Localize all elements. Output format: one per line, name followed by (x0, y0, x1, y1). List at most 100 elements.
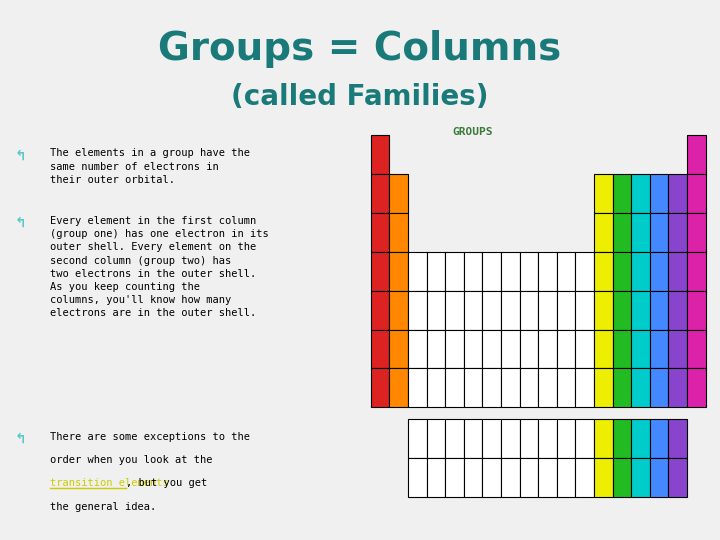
Bar (520, 419, 539, 458)
Text: There are some exceptions to the: There are some exceptions to the (50, 432, 251, 442)
Bar (668, 368, 687, 407)
Bar (501, 329, 520, 368)
Text: GROUPS: GROUPS (453, 127, 493, 137)
Bar (390, 174, 408, 213)
Bar (650, 368, 668, 407)
Bar (650, 252, 668, 291)
Bar (390, 213, 408, 252)
Bar (539, 329, 557, 368)
Bar (650, 329, 668, 368)
Bar (371, 135, 390, 174)
Bar (482, 458, 501, 497)
Text: Every element in the first column
(group one) has one electron in its
outer shel: Every element in the first column (group… (50, 216, 269, 319)
Bar (631, 174, 650, 213)
Bar (501, 458, 520, 497)
Bar (482, 329, 501, 368)
Bar (668, 252, 687, 291)
Bar (668, 213, 687, 252)
Bar (613, 368, 631, 407)
Bar (631, 291, 650, 329)
Bar (575, 368, 594, 407)
Bar (482, 291, 501, 329)
Bar (575, 458, 594, 497)
Bar (594, 291, 613, 329)
Bar (631, 458, 650, 497)
Bar (426, 458, 445, 497)
Bar (631, 329, 650, 368)
Bar (426, 291, 445, 329)
Bar (520, 458, 539, 497)
Bar (613, 329, 631, 368)
Text: ↰: ↰ (14, 216, 26, 230)
Bar (464, 419, 482, 458)
Bar (687, 213, 706, 252)
Bar (613, 213, 631, 252)
Bar (668, 174, 687, 213)
Bar (594, 329, 613, 368)
Bar (631, 419, 650, 458)
Bar (557, 368, 575, 407)
Bar (445, 368, 464, 407)
Bar (482, 368, 501, 407)
Text: ↰: ↰ (14, 432, 26, 446)
Bar (668, 329, 687, 368)
Bar (390, 291, 408, 329)
Bar (426, 329, 445, 368)
Bar (557, 291, 575, 329)
Bar (613, 174, 631, 213)
Text: (called Families): (called Families) (231, 83, 489, 111)
Bar (408, 252, 426, 291)
Bar (687, 252, 706, 291)
Bar (687, 135, 706, 174)
Bar (539, 252, 557, 291)
Bar (613, 291, 631, 329)
Text: , but you get: , but you get (125, 478, 207, 489)
Bar (539, 291, 557, 329)
Bar (408, 329, 426, 368)
Bar (445, 458, 464, 497)
Bar (520, 291, 539, 329)
Bar (613, 252, 631, 291)
Bar (390, 252, 408, 291)
Text: ↰: ↰ (14, 148, 26, 163)
Bar (594, 458, 613, 497)
Bar (687, 329, 706, 368)
Bar (687, 174, 706, 213)
Bar (575, 291, 594, 329)
Bar (408, 368, 426, 407)
Bar (501, 368, 520, 407)
Text: the general idea.: the general idea. (50, 502, 157, 512)
Bar (650, 213, 668, 252)
Bar (371, 329, 390, 368)
Bar (520, 368, 539, 407)
Bar (575, 329, 594, 368)
Bar (371, 252, 390, 291)
Bar (464, 329, 482, 368)
Bar (650, 419, 668, 458)
Text: The elements in a group have the
same number of electrons in
their outer orbital: The elements in a group have the same nu… (50, 148, 251, 185)
Bar (594, 174, 613, 213)
Bar (650, 174, 668, 213)
Bar (613, 419, 631, 458)
Bar (594, 252, 613, 291)
Bar (539, 419, 557, 458)
Bar (464, 252, 482, 291)
Bar (408, 419, 426, 458)
Bar (520, 252, 539, 291)
Bar (687, 291, 706, 329)
Bar (371, 213, 390, 252)
Bar (408, 291, 426, 329)
Bar (482, 252, 501, 291)
Bar (650, 291, 668, 329)
Bar (557, 252, 575, 291)
Bar (613, 458, 631, 497)
Bar (631, 213, 650, 252)
Bar (482, 419, 501, 458)
Bar (687, 368, 706, 407)
Bar (668, 419, 687, 458)
Bar (575, 252, 594, 291)
Bar (520, 329, 539, 368)
Bar (445, 291, 464, 329)
Bar (594, 213, 613, 252)
Bar (371, 368, 390, 407)
